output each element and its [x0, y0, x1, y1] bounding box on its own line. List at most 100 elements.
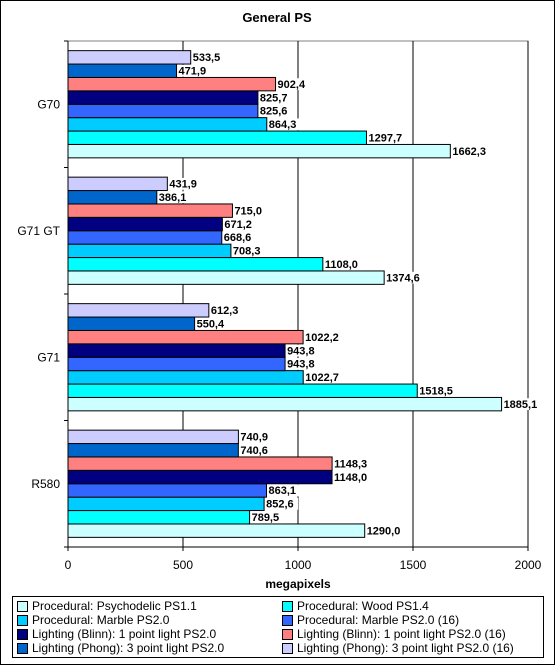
legend-swatch	[17, 614, 28, 626]
data-label: 533,5	[193, 52, 221, 64]
legend: Procedural: Psychodelic PS1.1 Procedural:…	[12, 596, 544, 658]
data-label: 1297,7	[368, 132, 402, 144]
data-label: 715,0	[234, 205, 262, 217]
data-label-background	[304, 331, 344, 344]
legend-swatch	[17, 628, 28, 640]
bar	[67, 50, 192, 65]
bar	[67, 176, 168, 192]
data-label: 431,9	[169, 179, 197, 191]
legend-label: Lighting (Phong): 3 point light PS2.0 (1…	[297, 641, 514, 655]
data-label: 1662,3	[452, 146, 486, 158]
bar	[67, 496, 265, 512]
data-label-background	[222, 231, 256, 244]
bar	[67, 257, 324, 272]
legend-swatch	[282, 642, 293, 654]
legend-item: Lighting (Phong): 3 point light PS2.0 (1…	[282, 641, 539, 655]
data-label-background	[258, 91, 292, 104]
data-label: 825,6	[260, 106, 288, 118]
data-label-background	[231, 244, 265, 257]
data-label: 740,9	[240, 432, 268, 444]
bar	[67, 143, 451, 159]
bar	[67, 203, 233, 218]
data-label: 708,3	[233, 246, 261, 258]
legend-label: Procedural: Marble PS2.0	[32, 613, 170, 627]
bar	[67, 483, 268, 498]
data-label-background	[239, 444, 273, 457]
legend-item: Procedural: Marble PS2.0 (16)	[282, 613, 539, 627]
chart-title: General PS	[242, 10, 312, 25]
legend-item: Lighting (Blinn): 1 point light PS2.0	[17, 627, 274, 641]
data-label: 863,1	[269, 485, 297, 497]
data-label-background	[250, 511, 284, 524]
category-label: G71 GT	[17, 224, 60, 238]
bar	[67, 370, 304, 385]
legend-item: Procedural: Psychodelic PS1.1	[17, 599, 274, 613]
legend-swatch	[17, 642, 28, 654]
legend-item: Procedural: Marble PS2.0	[17, 613, 274, 627]
bar	[67, 130, 367, 145]
data-label-background	[286, 344, 320, 357]
bar	[67, 243, 232, 259]
data-label: 1885,1	[504, 399, 538, 411]
bar	[67, 396, 503, 412]
data-label: 550,4	[197, 318, 225, 330]
bar	[67, 103, 259, 119]
data-label: 471,9	[179, 65, 207, 77]
legend-item: Procedural: Wood PS1.4	[282, 599, 539, 613]
data-label-background	[367, 131, 407, 144]
bar	[67, 356, 286, 372]
data-label-background	[385, 271, 425, 284]
data-label: 943,8	[287, 345, 315, 357]
bar	[67, 443, 239, 458]
data-label: 740,6	[240, 445, 268, 457]
data-label-background	[333, 457, 373, 470]
data-label-background	[177, 64, 211, 77]
bar	[67, 469, 333, 485]
data-label: 1518,5	[419, 385, 453, 397]
legend-item: Lighting (Phong): 3 point light PS2.0	[17, 641, 274, 655]
data-label-background	[239, 430, 273, 443]
data-label: 852,6	[266, 499, 294, 511]
x-tick-label: 1000	[285, 558, 312, 572]
legend-label: Lighting (Phong): 3 point light PS2.0	[32, 641, 225, 655]
data-label: 825,7	[260, 92, 288, 104]
bar	[67, 316, 196, 331]
bar	[67, 216, 223, 232]
legend-label: Lighting (Blinn): 1 point light PS2.0	[32, 627, 217, 641]
data-label: 671,2	[224, 219, 252, 231]
data-label-background	[157, 191, 191, 204]
legend-swatch	[282, 614, 293, 626]
x-tick-label: 500	[173, 558, 193, 572]
x-axis-title: megapixels	[265, 577, 331, 591]
bar	[67, 456, 333, 471]
legend-swatch	[17, 600, 28, 612]
data-label: 1374,6	[386, 272, 420, 284]
category-label: G70	[37, 97, 60, 111]
data-label-background	[451, 145, 491, 158]
bar	[67, 510, 251, 525]
bar	[67, 76, 277, 92]
data-label-background	[265, 497, 299, 510]
data-label: 668,6	[224, 232, 252, 244]
data-label-background	[304, 371, 344, 384]
legend-swatch	[282, 600, 293, 612]
data-label: 943,8	[287, 359, 315, 371]
bar	[67, 90, 259, 105]
legend-label: Procedural: Psychodelic PS1.1	[32, 599, 197, 613]
data-label-background	[195, 317, 229, 330]
bar	[67, 383, 418, 398]
legend-label: Lighting (Blinn): 1 point light PS2.0 (1…	[297, 627, 506, 641]
bar	[67, 343, 286, 358]
legend-swatch	[282, 628, 293, 640]
bar	[67, 329, 304, 345]
data-label-background	[209, 304, 243, 317]
legend-item: Lighting (Blinn): 1 point light PS2.0 (1…	[282, 627, 539, 641]
data-label-background	[333, 471, 373, 483]
data-label: 789,5	[252, 512, 280, 524]
data-label: 902,4	[278, 79, 306, 91]
bar	[67, 63, 178, 78]
bar	[67, 523, 366, 538]
data-label: 1148,0	[334, 472, 367, 484]
data-label: 1022,7	[305, 372, 339, 384]
